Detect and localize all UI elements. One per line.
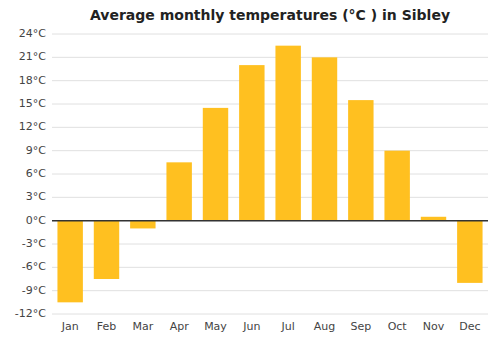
bars bbox=[57, 46, 482, 303]
bar bbox=[57, 221, 82, 303]
bar bbox=[166, 162, 191, 220]
y-tick-label: 12°C bbox=[19, 120, 46, 133]
y-tick-label: -12°C bbox=[15, 307, 46, 320]
y-tick-label: 3°C bbox=[26, 190, 46, 203]
grid-line bbox=[52, 220, 488, 221]
grid-line bbox=[52, 197, 488, 198]
grid-line bbox=[52, 290, 488, 291]
grid-line bbox=[52, 34, 488, 35]
bar bbox=[94, 221, 119, 279]
chart-container: -12°C -9°C -6°C -3°C 0°C 3°C 6°C 9°C 12°C 15°C 18°… bbox=[0, 0, 500, 350]
x-tick-label: Sep bbox=[350, 320, 371, 333]
x-tick-label: Nov bbox=[423, 320, 445, 333]
x-tick-label: Aug bbox=[314, 320, 335, 333]
x-tick-label: May bbox=[204, 320, 227, 333]
y-tick-label: 0°C bbox=[26, 214, 46, 227]
y-tick-label: -6°C bbox=[22, 260, 46, 273]
y-grid bbox=[52, 34, 488, 314]
y-axis: -12°C -9°C -6°C -3°C 0°C 3°C 6°C 9°C 12°C 15°C 18°… bbox=[15, 27, 46, 320]
title: Average monthly temperatures (°C ) in Si… bbox=[90, 7, 450, 23]
grid-line bbox=[52, 80, 488, 81]
bar bbox=[203, 108, 228, 221]
bar bbox=[275, 46, 300, 221]
grid-line bbox=[52, 150, 488, 151]
y-tick-label: 6°C bbox=[26, 167, 46, 180]
chart: -12°C -9°C -6°C -3°C 0°C 3°C 6°C 9°C 12°C 15°C 18°… bbox=[0, 0, 500, 350]
y-tick-label: -3°C bbox=[22, 237, 46, 250]
grid-line bbox=[52, 104, 488, 105]
y-tick-label: 15°C bbox=[19, 97, 46, 110]
bar bbox=[239, 65, 264, 221]
grid-line bbox=[52, 314, 488, 315]
x-tick-label: Jul bbox=[281, 320, 295, 333]
y-tick-label: 18°C bbox=[19, 74, 46, 87]
grid-line bbox=[52, 127, 488, 128]
bar bbox=[384, 151, 409, 221]
bar bbox=[457, 221, 482, 283]
x-tick-label: Jun bbox=[242, 320, 260, 333]
bar bbox=[130, 221, 155, 229]
grid-line bbox=[52, 174, 488, 175]
y-tick-label: 24°C bbox=[19, 27, 46, 40]
zero-line bbox=[52, 220, 488, 222]
x-tick-label: Apr bbox=[170, 320, 190, 333]
x-tick-label: Dec bbox=[459, 320, 480, 333]
x-axis: Jan Feb Mar Apr May Jun Jul Aug Sep Oct Nov Dec bbox=[61, 320, 481, 333]
bar bbox=[348, 100, 373, 221]
grid-line bbox=[52, 57, 488, 58]
x-tick-label: Mar bbox=[132, 320, 153, 333]
x-tick-label: Jan bbox=[61, 320, 79, 333]
y-tick-label: 9°C bbox=[26, 144, 46, 157]
y-tick-label: -9°C bbox=[22, 284, 46, 297]
x-tick-label: Oct bbox=[388, 320, 408, 333]
x-tick-label: Feb bbox=[97, 320, 116, 333]
bar bbox=[312, 57, 337, 220]
y-tick-label: 21°C bbox=[19, 50, 46, 63]
